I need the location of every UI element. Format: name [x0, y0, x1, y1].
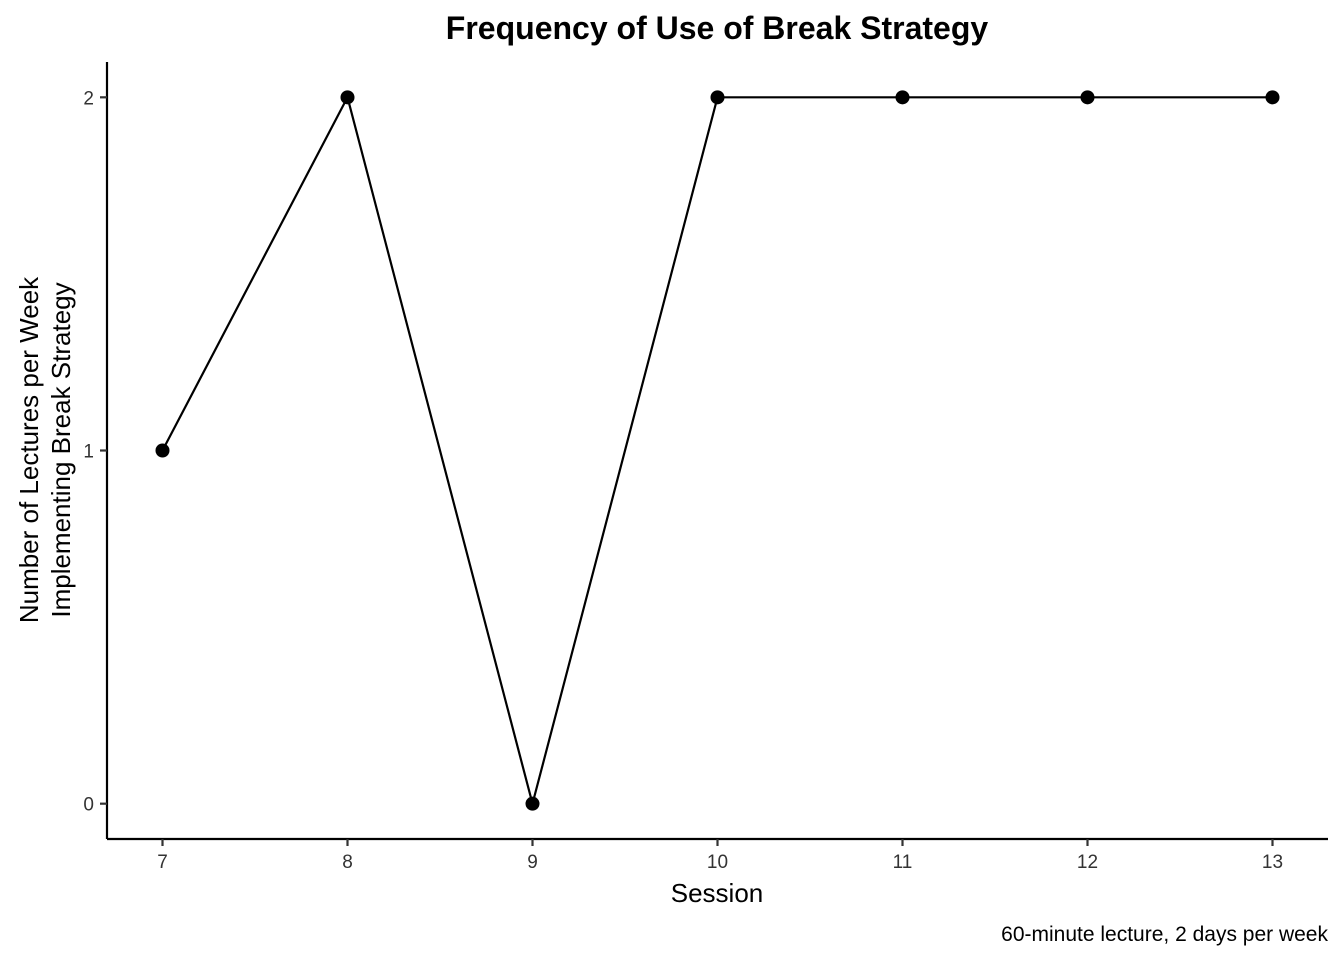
- y-axis-label-line-2: Implementing Break Strategy: [46, 282, 76, 617]
- y-axis-label: Number of Lectures per Week Implementing…: [14, 276, 76, 623]
- y-tick-label: 1: [83, 442, 94, 463]
- x-axis-label: Session: [671, 878, 764, 908]
- chart-title: Frequency of Use of Break Strategy: [446, 10, 989, 46]
- x-tick-label: 13: [1262, 852, 1283, 873]
- chart-caption: 60-minute lecture, 2 days per week: [1001, 923, 1328, 946]
- data-point: [1080, 90, 1095, 105]
- x-tick-label: 11: [893, 852, 913, 873]
- y-tick-label: 2: [83, 88, 94, 109]
- x-tick-label: 10: [707, 852, 728, 873]
- x-tick-label: 12: [1077, 852, 1098, 873]
- data-point: [525, 796, 540, 811]
- x-tick-label: 7: [157, 852, 168, 873]
- x-tick-label: 8: [342, 852, 353, 873]
- data-point: [340, 90, 355, 105]
- y-axis-label-line-1: Number of Lectures per Week: [14, 276, 44, 623]
- x-tick-label: 9: [527, 852, 538, 873]
- data-point: [895, 90, 910, 105]
- series-line: [161, 94, 1273, 809]
- data-point: [710, 90, 725, 105]
- data-point: [155, 443, 170, 458]
- y-tick-label: 0: [83, 795, 94, 816]
- data-point: [1265, 90, 1280, 105]
